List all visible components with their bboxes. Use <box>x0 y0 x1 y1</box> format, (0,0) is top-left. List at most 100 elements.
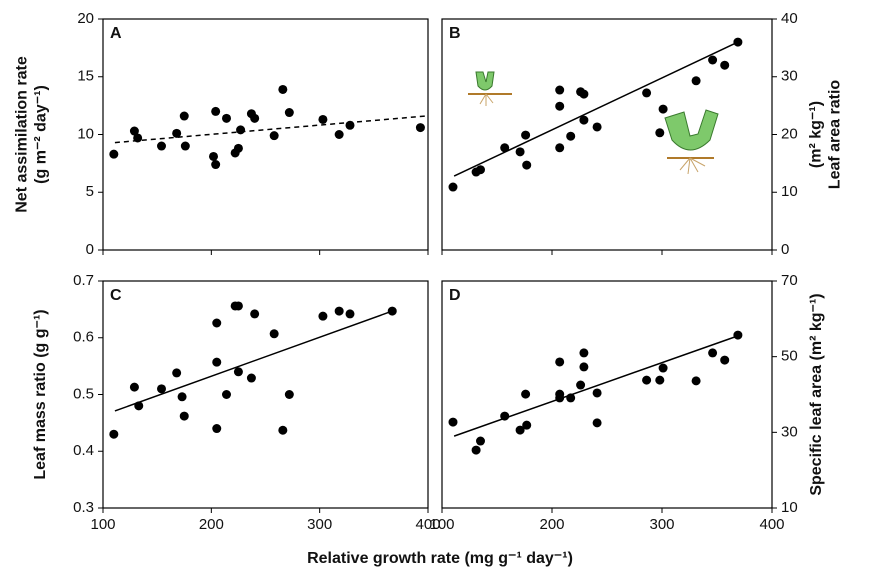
point <box>172 368 182 378</box>
point <box>129 126 139 136</box>
point <box>269 131 279 141</box>
y-axis-label: Leaf mass ratio (g g⁻¹) <box>32 309 49 479</box>
plot-frame <box>441 18 773 251</box>
x-tick-label: 300 <box>649 516 674 533</box>
point <box>415 123 425 133</box>
panel-label: C <box>110 287 122 304</box>
point <box>157 384 166 394</box>
point <box>246 109 256 119</box>
point <box>233 367 243 377</box>
point <box>269 329 279 339</box>
point <box>211 106 221 116</box>
y-tick-label: 0.3 <box>73 499 94 516</box>
y-tick-label: 10 <box>77 125 94 142</box>
y-axis-label: Leaf area ratio <box>827 80 844 190</box>
y-tick-label: 15 <box>77 68 94 85</box>
point <box>708 348 718 358</box>
plot-frame <box>102 18 429 251</box>
y-tick-label: 0 <box>781 241 789 258</box>
x-tick-label: 300 <box>307 516 332 533</box>
point <box>642 88 652 98</box>
y-axis-label: Net assimilation rate <box>14 56 31 213</box>
point <box>334 130 344 139</box>
x-axis-label: Relative growth rate (mg g⁻¹ day⁻¹) <box>307 550 573 567</box>
y-tick-label: 20 <box>781 125 798 142</box>
y-tick-label: 0 <box>86 241 94 258</box>
point <box>212 318 222 328</box>
point <box>592 122 602 132</box>
point <box>555 143 565 153</box>
trend-line <box>453 335 739 437</box>
plot-frame <box>441 280 773 509</box>
point <box>345 309 355 319</box>
point <box>179 411 189 421</box>
plot-frame <box>102 280 429 509</box>
x-tick-label: 400 <box>759 516 784 533</box>
point <box>109 149 119 159</box>
point <box>230 301 240 311</box>
point <box>246 373 256 383</box>
point <box>318 114 328 124</box>
x-tick-label: 200 <box>539 516 564 533</box>
point <box>691 376 701 386</box>
plant-icon-small <box>468 71 512 106</box>
point <box>471 167 481 177</box>
point <box>522 420 532 430</box>
point <box>278 425 288 435</box>
y-tick-label: 40 <box>781 10 798 27</box>
point <box>555 85 565 95</box>
y-tick-label: 5 <box>86 183 94 200</box>
point <box>179 111 189 121</box>
point <box>212 357 222 367</box>
point <box>318 311 328 321</box>
point <box>180 141 190 151</box>
point <box>177 392 187 402</box>
plant-icon-large <box>664 109 719 175</box>
point <box>642 375 652 385</box>
point <box>448 182 458 192</box>
point <box>172 128 182 138</box>
y-axis-label: Specific leaf area (m² kg⁻¹) <box>808 293 825 495</box>
y-tick-label: 30 <box>781 68 798 85</box>
point <box>720 60 730 70</box>
point <box>576 87 586 97</box>
y-tick-label: 70 <box>781 272 798 289</box>
y-tick-label: 0.4 <box>73 442 94 459</box>
point <box>733 330 743 340</box>
y-axis-label: (m² kg⁻¹) <box>808 101 825 168</box>
point <box>576 380 586 390</box>
point <box>284 390 294 399</box>
point <box>691 76 701 86</box>
point <box>555 389 565 399</box>
point <box>592 388 602 398</box>
x-tick-label: 400 <box>415 516 440 533</box>
y-tick-label: 10 <box>781 183 798 200</box>
point <box>658 363 668 373</box>
point <box>284 108 294 118</box>
y-tick-label: 0.5 <box>73 385 94 402</box>
point <box>334 306 344 316</box>
x-tick-label: 200 <box>199 516 224 533</box>
point <box>212 424 222 434</box>
point <box>521 389 531 399</box>
point <box>708 55 718 65</box>
x-tick-label: 100 <box>429 516 454 533</box>
point <box>278 84 288 94</box>
y-tick-label: 20 <box>77 10 94 27</box>
panel-label: D <box>449 287 461 304</box>
y-axis-label: (g m⁻² day⁻¹) <box>33 85 50 184</box>
point <box>555 357 565 367</box>
point <box>515 425 525 435</box>
y-tick-label: 0.6 <box>73 329 94 346</box>
point <box>222 113 231 123</box>
point <box>655 128 665 138</box>
trend-line <box>114 115 426 144</box>
point <box>521 130 531 140</box>
point <box>222 390 231 399</box>
x-tick-label: 100 <box>90 516 115 533</box>
point <box>109 429 119 439</box>
point <box>579 115 589 125</box>
point <box>592 418 602 428</box>
point <box>579 362 589 372</box>
